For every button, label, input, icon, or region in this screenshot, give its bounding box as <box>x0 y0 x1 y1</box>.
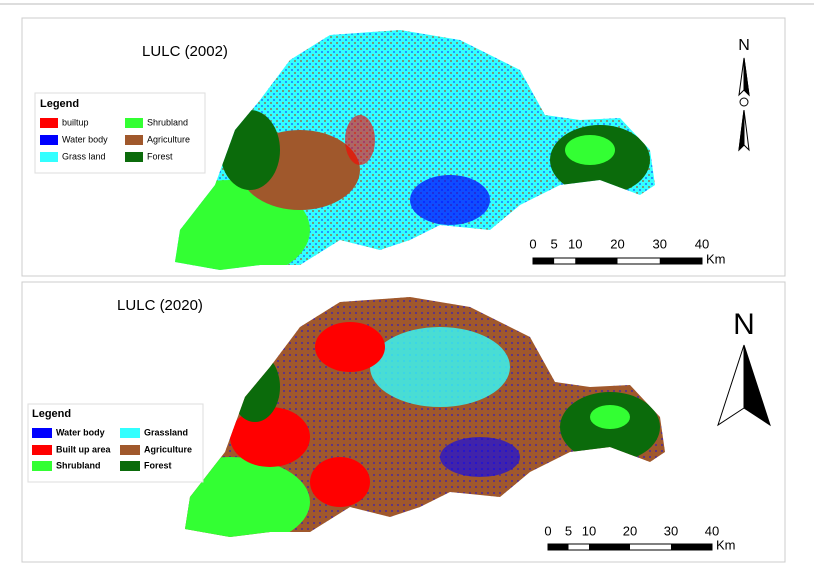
legend-swatch <box>32 445 52 455</box>
scale-label: 30 <box>653 236 667 251</box>
legend-swatch <box>40 152 58 162</box>
scale-segment <box>589 544 630 550</box>
legend-label: Water body <box>56 427 105 437</box>
map-2020 <box>150 292 680 547</box>
legend-label: Agriculture <box>144 444 192 454</box>
legend-swatch <box>120 428 140 438</box>
north-arrow <box>739 58 749 150</box>
scale-segment <box>548 544 569 550</box>
scale-segment <box>671 544 712 550</box>
scale-label: 10 <box>582 523 596 538</box>
legend-title: Legend <box>32 408 71 420</box>
figure: LULC (2002) LULC (2020) Legend Legend N … <box>0 0 814 571</box>
legend-label: Built up area <box>56 444 112 454</box>
scale-label: 40 <box>695 236 709 251</box>
map-title: LULC (2020) <box>117 297 203 314</box>
legend-swatch <box>32 461 52 471</box>
legend-swatch <box>125 135 143 145</box>
north-arrow <box>718 345 770 425</box>
scale-label: 20 <box>610 236 624 251</box>
legend-swatch <box>32 428 52 438</box>
legend-label: Water body <box>62 134 108 144</box>
legend-swatch <box>40 135 58 145</box>
scale-label: 5 <box>551 236 558 251</box>
legend-label: Grassland <box>144 427 188 437</box>
legend-swatch <box>40 118 58 128</box>
legend-swatch <box>120 461 140 471</box>
legend-swatch <box>120 445 140 455</box>
scale-label: 10 <box>568 236 582 251</box>
legend-label: Shrubland <box>56 460 101 470</box>
legend-swatch <box>125 118 143 128</box>
scale-unit: Km <box>716 537 736 552</box>
legend-label: Forest <box>144 460 172 470</box>
scale-unit: Km <box>706 251 726 266</box>
scale-segment <box>575 258 617 264</box>
scale-label: 0 <box>544 523 551 538</box>
legend-title: Legend <box>40 98 79 110</box>
scale-label: 5 <box>565 523 572 538</box>
legend-label: builtup <box>62 117 89 127</box>
scale-segment <box>533 258 554 264</box>
map-title: LULC (2002) <box>142 43 228 60</box>
scale-label: 20 <box>623 523 637 538</box>
scale-label: 30 <box>664 523 678 538</box>
legend-label: Grass land <box>62 151 106 161</box>
scale-label: 0 <box>529 236 536 251</box>
legend-swatch <box>125 152 143 162</box>
north-label: N <box>733 308 755 341</box>
legend-label: Forest <box>147 151 173 161</box>
legend-label: Agriculture <box>147 134 190 144</box>
north-label: N <box>738 37 750 54</box>
map-2002 <box>150 25 670 280</box>
scale-label: 40 <box>705 523 719 538</box>
legend-label: Shrubland <box>147 117 188 127</box>
scale-segment <box>660 258 702 264</box>
